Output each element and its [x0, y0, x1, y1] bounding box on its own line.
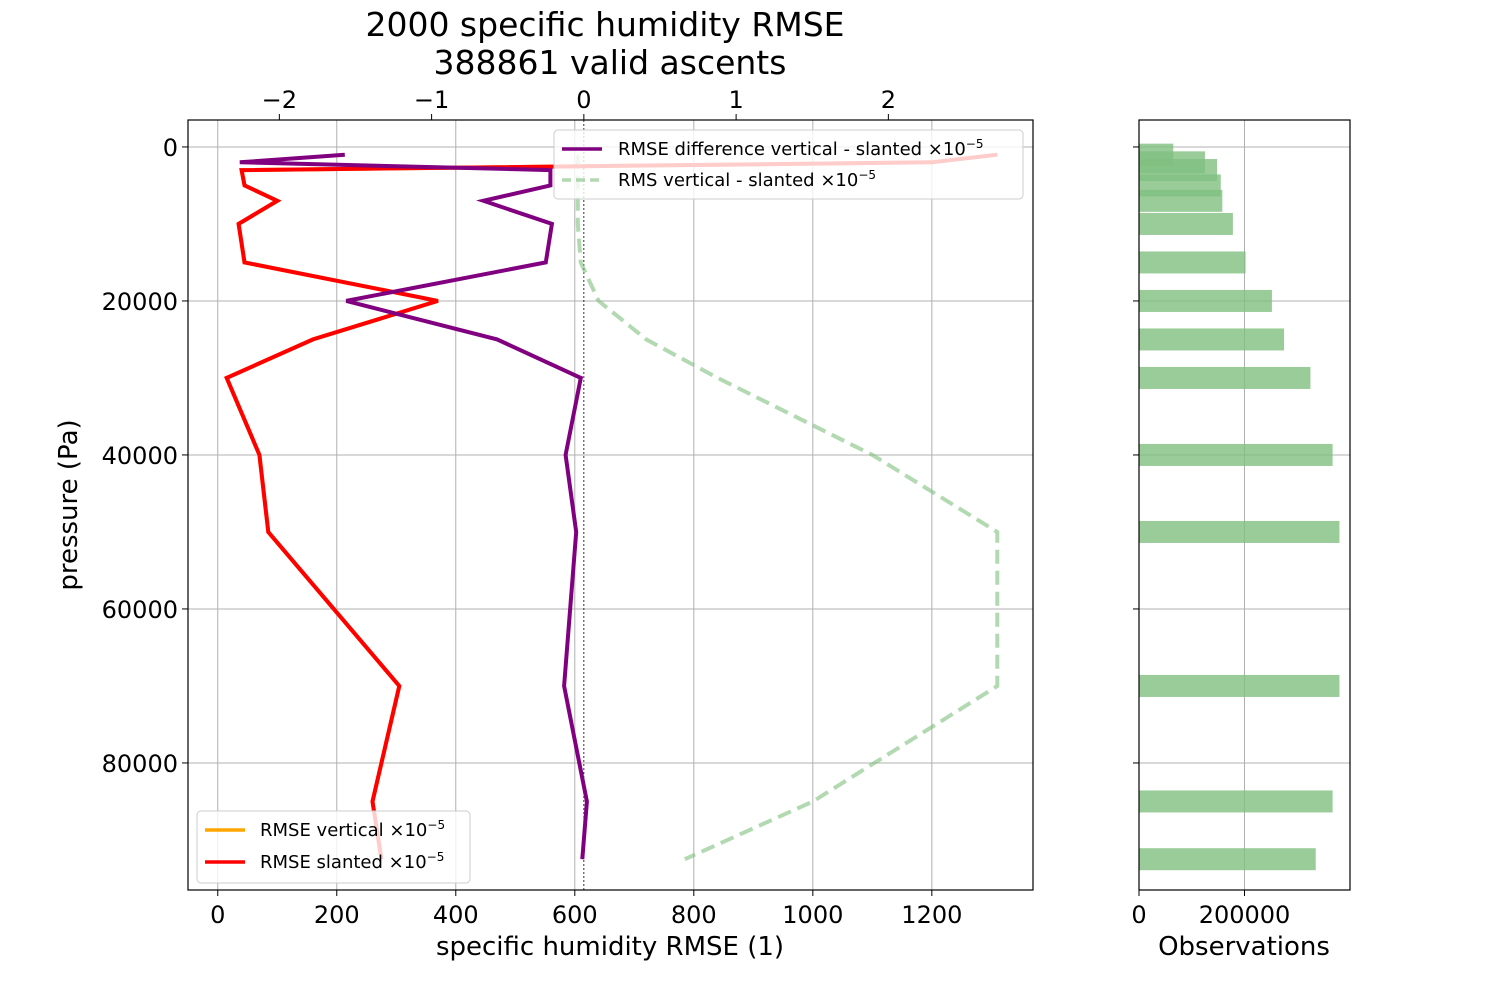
- series-line-3: [575, 154, 1000, 862]
- chart-subtitle: 388861 valid ascents: [434, 43, 787, 82]
- legend-label-difference: RMSE difference vertical - slanted ×10−5: [618, 137, 983, 160]
- side-y-axis: [1133, 146, 1139, 764]
- main-gridlines: [188, 120, 1033, 890]
- side-observation-bars: [1139, 143, 1340, 871]
- side-x-tick-label: 0: [1131, 901, 1146, 929]
- bottom-x-axis: 0 200 400 600 800 1000 1200: [210, 890, 962, 929]
- x-axis-label: specific humidity RMSE (1): [436, 932, 784, 962]
- observation-bar: [1139, 289, 1272, 312]
- observation-bar: [1139, 790, 1333, 813]
- chart-title: 2000 specific humidity RMSE: [365, 5, 844, 44]
- side-x-axis-label: Observations: [1158, 932, 1330, 962]
- y-tick-label: 0: [163, 134, 178, 162]
- y-axis-label: pressure (Pa): [54, 419, 84, 590]
- series-line-2: [239, 152, 589, 860]
- y-tick-label: 60000: [102, 596, 178, 624]
- observation-bar: [1139, 328, 1285, 351]
- top-tick-label: −2: [262, 86, 297, 114]
- observation-bar: [1139, 212, 1233, 235]
- observation-bar: [1139, 251, 1246, 274]
- side-x-axis: 0 200000: [1131, 890, 1290, 929]
- observation-bar: [1139, 674, 1340, 697]
- y-tick-label: 80000: [102, 750, 178, 778]
- observation-bar: [1139, 848, 1316, 871]
- top-tick-label: 1: [728, 86, 743, 114]
- main-plot-series: [224, 152, 1000, 862]
- legend-lower-left: RMSE vertical ×10−5 RMSE slanted ×10−5: [196, 810, 471, 884]
- observation-bar: [1139, 366, 1311, 389]
- series-line-0: [224, 152, 998, 860]
- top-tick-label: 0: [576, 86, 591, 114]
- top-tick-label: 2: [881, 86, 896, 114]
- x-tick-label: 1200: [901, 901, 962, 929]
- x-tick-label: 400: [433, 901, 479, 929]
- side-gridlines: [1138, 120, 1350, 890]
- y-axis: 0 20000 40000 60000 80000: [102, 134, 188, 778]
- top-tick-label: −1: [414, 86, 449, 114]
- legend-label-rms: RMS vertical - slanted ×10−5: [618, 168, 876, 191]
- x-tick-label: 0: [210, 901, 225, 929]
- x-tick-label: 200: [314, 901, 360, 929]
- observation-bar: [1139, 189, 1223, 212]
- x-tick-label: 1000: [782, 901, 843, 929]
- legend-label-vertical: RMSE vertical ×10−5: [260, 818, 445, 841]
- observation-bar: [1139, 520, 1340, 543]
- top-x-axis: −2 −1 0 1 2: [262, 86, 896, 120]
- x-tick-label: 800: [671, 901, 717, 929]
- series-line-1: [224, 152, 998, 860]
- main-plot-frame: [187, 119, 1034, 891]
- observation-bar: [1139, 443, 1333, 466]
- side-x-tick-label: 200000: [1199, 901, 1291, 929]
- x-tick-label: 600: [552, 901, 598, 929]
- legend-upper-right: RMSE difference vertical - slanted ×10−5…: [553, 129, 1024, 200]
- legend-label-slanted: RMSE slanted ×10−5: [260, 850, 444, 873]
- y-tick-label: 20000: [102, 288, 178, 316]
- y-tick-label: 40000: [102, 442, 178, 470]
